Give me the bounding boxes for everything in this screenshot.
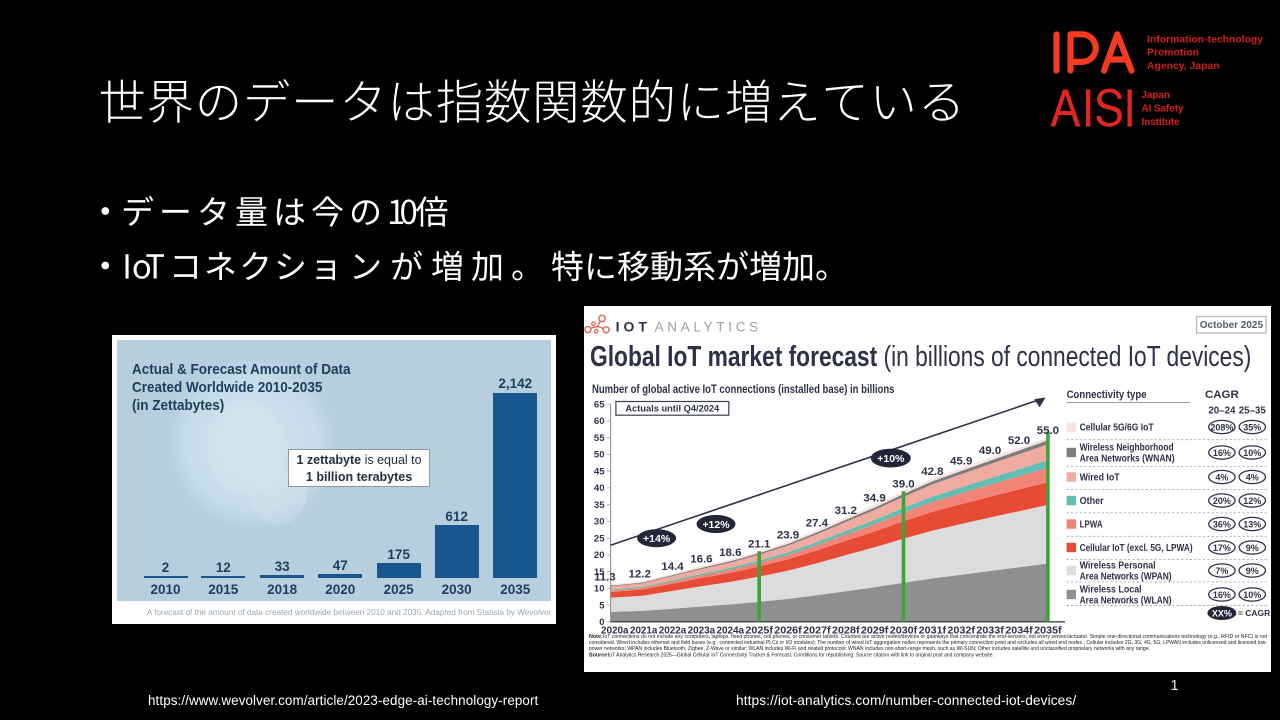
svg-text:20: 20 [594,550,605,561]
svg-text:2025f: 2025f [746,625,774,636]
svg-text:16%: 16% [1213,448,1231,458]
svg-text:2031f: 2031f [919,625,947,636]
svg-text:2034f: 2034f [1006,625,1034,636]
svg-text:Connectivity type: Connectivity type [1067,389,1147,401]
svg-text:18.6: 18.6 [720,547,742,559]
svg-text:2033f: 2033f [977,625,1005,636]
svg-text:Agency, Japan: Agency, Japan [1147,61,1220,72]
svg-text:2030f: 2030f [890,625,918,636]
svg-text:October 2025: October 2025 [1200,320,1264,331]
svg-text:+14%: +14% [643,534,671,545]
svg-text:2029f: 2029f [861,625,889,636]
svg-text:IoT Analytics Research 2025—Gl: IoT Analytics Research 2025—Global Cellu… [608,652,994,658]
svg-text:IoT connections do not include: IoT connections do not include any compu… [603,634,1267,640]
svg-text:7%: 7% [1216,566,1229,576]
svg-text:52.0: 52.0 [1008,435,1030,447]
svg-text:4%: 4% [1216,472,1229,482]
svg-text:2022a: 2022a [659,625,687,636]
svg-text:Area Networks (WPAN): Area Networks (WPAN) [1080,571,1172,582]
svg-text:55.0: 55.0 [1037,425,1059,437]
svg-text:30: 30 [594,517,605,528]
svg-text:20–24: 20–24 [1209,406,1236,417]
svg-text:65: 65 [594,399,605,410]
svg-text:Other: Other [1080,496,1104,507]
svg-text:15: 15 [594,567,605,578]
svg-text:2021a: 2021a [630,625,658,636]
svg-text:49.0: 49.0 [979,445,1001,457]
svg-text:Cellular 5G/6G IoT: Cellular 5G/6G IoT [1080,423,1154,434]
svg-text:5: 5 [600,600,606,611]
svg-text:2028f: 2028f [832,625,860,636]
svg-text:25: 25 [594,533,605,544]
svg-text:CAGR: CAGR [1205,389,1240,401]
svg-text:39.0: 39.0 [893,479,915,491]
svg-text:+10%: +10% [878,454,906,465]
svg-text:Actuals until Q4/2024: Actuals until Q4/2024 [626,404,721,414]
svg-text:Promotion: Promotion [1147,48,1199,59]
svg-text:16%: 16% [1213,590,1231,600]
svg-text:Wired IoT: Wired IoT [1080,473,1120,484]
svg-text:considered. Wired includes eth: considered. Wired includes ethernet and … [589,640,1267,646]
svg-text:40: 40 [594,483,605,494]
svg-text:Information-technology: Information-technology [1147,35,1263,46]
svg-text:50: 50 [594,450,605,461]
svg-text:45: 45 [594,466,605,477]
svg-text:ANALYTICS: ANALYTICS [655,320,762,335]
svg-text:55: 55 [594,433,605,444]
svg-text:11.3: 11.3 [594,571,616,583]
svg-text:Wireless Local: Wireless Local [1080,584,1142,595]
svg-text:208%: 208% [1211,422,1234,432]
svg-text:2024a: 2024a [717,625,745,636]
svg-text:XX%: XX% [1212,608,1232,618]
svg-text:21.1: 21.1 [748,539,771,551]
svg-text:25–35: 25–35 [1239,406,1266,417]
svg-text:12%: 12% [1244,496,1262,506]
svg-text:IOT: IOT [616,319,651,335]
svg-text:16.6: 16.6 [691,554,713,566]
svg-text:27.4: 27.4 [806,518,829,530]
svg-text:AI Safety: AI Safety [1142,104,1184,115]
svg-text:17%: 17% [1213,543,1231,553]
svg-text:power networks; WPAN includes: power networks; WPAN includes Bluetooth,… [589,646,1150,652]
svg-text:14.4: 14.4 [662,561,685,573]
svg-text:Note:: Note: [589,634,603,640]
svg-text:10%: 10% [1244,590,1262,600]
svg-text:42.8: 42.8 [922,466,945,478]
svg-text:2023a: 2023a [688,625,716,636]
svg-text:Institute: Institute [1142,117,1181,128]
svg-text:9%: 9% [1246,566,1259,576]
svg-text:+12%: +12% [703,520,731,531]
svg-text:10: 10 [594,583,605,594]
svg-text:LPWA: LPWA [1080,519,1103,530]
svg-text:20%: 20% [1213,496,1231,506]
svg-text:2020a: 2020a [601,625,629,636]
svg-text:35: 35 [594,500,605,511]
svg-text:60: 60 [594,416,605,427]
svg-text:23.9: 23.9 [777,529,799,541]
svg-text:Area Networks (WNAN): Area Networks (WNAN) [1080,453,1175,464]
svg-text:Area Networks (WLAN): Area Networks (WLAN) [1080,595,1172,606]
svg-text:36%: 36% [1213,519,1231,529]
svg-text:Cellular IoT (excl. 5G, LPWA): Cellular IoT (excl. 5G, LPWA) [1080,543,1193,554]
svg-text:9%: 9% [1246,543,1259,553]
svg-text:2027f: 2027f [804,625,832,636]
svg-text:4%: 4% [1246,472,1259,482]
svg-text:2035f: 2035f [1035,625,1063,636]
svg-text:35%: 35% [1244,422,1262,432]
svg-text:Wireless Neighborhood: Wireless Neighborhood [1080,442,1174,453]
svg-text:12.2: 12.2 [629,568,651,580]
svg-text:2026f: 2026f [775,625,803,636]
svg-text:Wireless Personal: Wireless Personal [1080,560,1156,571]
svg-text:31.2: 31.2 [835,505,857,517]
svg-text:13%: 13% [1244,519,1262,529]
svg-text:10%: 10% [1244,448,1262,458]
svg-text:= CAGR: = CAGR [1238,608,1270,618]
svg-text:0: 0 [600,617,605,628]
svg-text:Source:: Source: [589,652,609,658]
svg-text:Japan: Japan [1142,90,1170,101]
svg-text:2032f: 2032f [948,625,976,636]
svg-text:34.9: 34.9 [864,492,886,504]
svg-text:45.9: 45.9 [950,456,972,468]
